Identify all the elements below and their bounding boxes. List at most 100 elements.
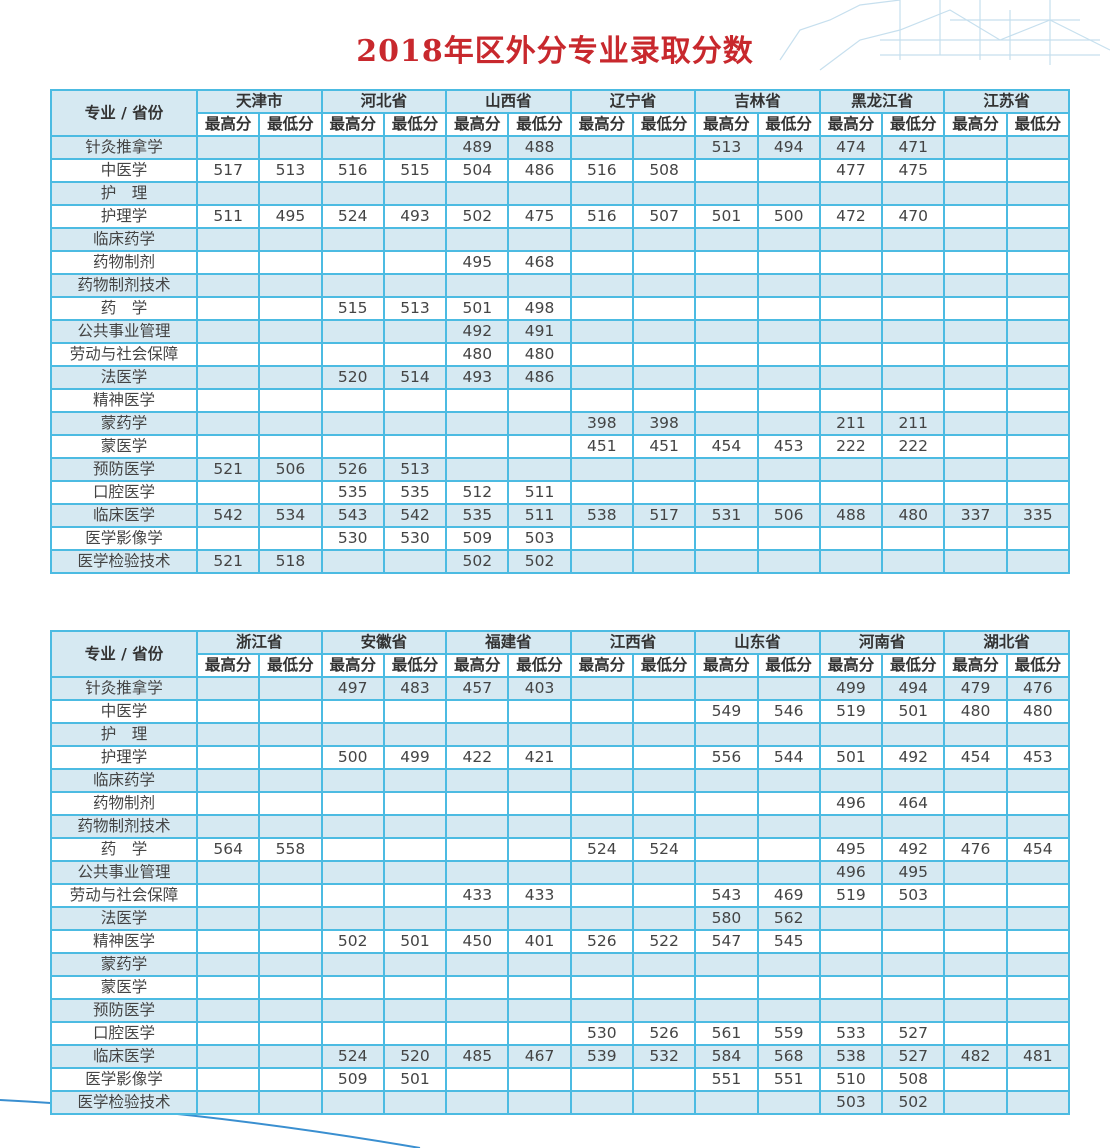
max-score-cell: 543 [320,503,385,528]
min-score-cell [1005,998,1071,1023]
max-score-cell [694,549,759,574]
min-score-cell: 486 [507,365,572,390]
max-score-cell: 524 [320,1044,385,1069]
max-score-header: 最高分 [569,653,634,678]
min-score-cell [631,1067,697,1092]
major-name: 针灸推拿学 [50,676,198,701]
max-score-cell [818,722,884,747]
max-score-cell [320,1090,385,1115]
min-score-cell: 469 [756,883,821,908]
min-score-cell [382,814,448,839]
max-score-cell: 485 [445,1044,510,1069]
max-score-cell [818,388,884,413]
min-score-cell: 475 [507,204,572,229]
major-name: 蒙药学 [50,952,198,977]
max-score-cell [445,768,510,793]
max-score-cell [195,745,261,770]
major-name: 精神医学 [50,388,198,413]
max-score-cell [943,883,1008,908]
max-score-cell [943,526,1008,551]
min-score-cell [631,549,697,574]
min-score-cell [881,526,946,551]
max-score-cell [195,814,261,839]
min-score-cell [631,722,697,747]
max-score-cell: 538 [569,503,634,528]
min-score-cell [881,952,946,977]
major-name: 临床药学 [50,768,198,793]
max-score-cell: 509 [445,526,510,551]
max-score-cell [569,526,634,551]
max-score-cell: 519 [818,883,884,908]
max-score-cell: 450 [445,929,510,954]
max-score-cell [943,158,1008,183]
min-score-cell [631,1090,697,1115]
table-row: 蒙医学 [50,975,1071,1000]
max-score-cell [195,342,261,367]
max-score-cell [320,906,385,931]
max-score-cell [943,906,1008,931]
max-score-cell: 535 [445,503,510,528]
major-name: 药物制剂技术 [50,273,198,298]
max-score-cell [694,975,759,1000]
min-score-cell [258,526,323,551]
min-score-cell: 499 [382,745,448,770]
min-score-cell [756,860,821,885]
max-score-cell [694,296,759,321]
min-score-cell: 542 [382,503,448,528]
min-score-cell [756,181,821,206]
max-score-cell [320,388,385,413]
max-score-cell [445,273,510,298]
max-score-cell [320,227,385,252]
table-row: 临床医学 524 520 485 467 539 532 584 568 538 527 482 481 [50,1044,1071,1069]
max-score-cell [569,1067,634,1092]
max-score-cell [320,860,385,885]
max-score-cell: 477 [818,158,884,183]
max-score-cell [818,457,884,482]
max-score-cell [445,837,510,862]
max-score-cell [195,952,261,977]
max-score-cell [320,549,385,574]
table-row: 口腔医学 535 535 512 511 [50,480,1071,505]
max-score-cell [445,411,510,436]
max-score-cell: 516 [569,158,634,183]
max-score-header: 最高分 [195,112,261,137]
min-score-header: 最低分 [1005,112,1071,137]
min-score-cell [756,250,821,275]
min-score-cell [1005,526,1071,551]
province-header: 黑龙江省 [818,89,946,114]
major-name: 临床药学 [50,227,198,252]
max-score-cell: 511 [195,204,261,229]
min-score-cell [258,745,323,770]
min-score-cell [1005,250,1071,275]
max-score-cell [943,549,1008,574]
min-score-cell: 421 [507,745,572,770]
min-score-cell [881,906,946,931]
major-name: 医学检验技术 [50,549,198,574]
max-score-cell [195,906,261,931]
min-score-cell: 492 [881,745,946,770]
max-score-cell [195,791,261,816]
table-row: 蒙医学 451 451 454 453 222 222 [50,434,1071,459]
max-score-cell [569,791,634,816]
max-score-cell [320,998,385,1023]
min-score-cell [1005,929,1071,954]
max-score-cell [445,1021,510,1046]
max-score-cell [445,434,510,459]
max-score-cell [694,998,759,1023]
score-table-1: 专业 / 省份 天津市 河北省 山西省 辽宁省 吉林省 黑龙江省 江苏省 最高分 最低分 最高分 最低… [50,89,1071,574]
max-score-cell [569,722,634,747]
min-score-cell: 551 [756,1067,821,1092]
major-name: 药 学 [50,296,198,321]
max-score-cell [943,998,1008,1023]
table-row: 劳动与社会保障 480 480 [50,342,1071,367]
major-name: 医学影像学 [50,526,198,551]
min-score-cell [881,388,946,413]
max-score-cell: 457 [445,676,510,701]
min-score-cell [756,952,821,977]
max-score-cell [445,975,510,1000]
max-score-cell: 489 [445,135,510,160]
min-score-cell [631,791,697,816]
province-header: 山西省 [445,89,572,114]
max-score-cell: 524 [320,204,385,229]
max-score-cell [195,1090,261,1115]
